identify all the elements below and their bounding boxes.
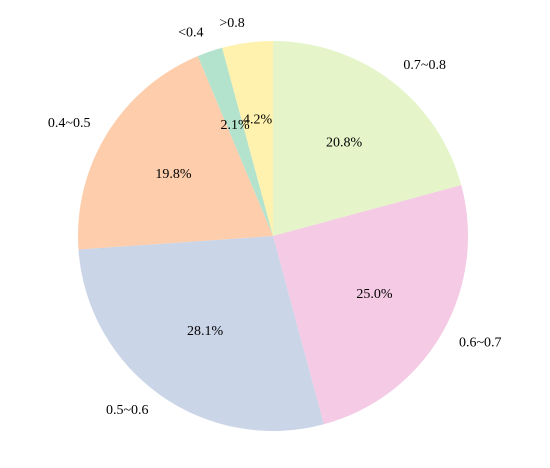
- pct-label-gt-08: 4.2%: [243, 113, 273, 128]
- pie-slices: [78, 41, 468, 431]
- category-label-06-to-07: 0.6~0.7: [459, 335, 502, 350]
- pie-slice-06-to-07: [273, 185, 468, 425]
- pie-slice-07-to-08: [273, 41, 462, 236]
- percentage-labels: 20.8% 25.0% 28.1% 19.8% 2.1%4.2%: [155, 113, 393, 339]
- pct-label-07-to-08: 20.8%: [326, 136, 363, 151]
- pie-slice-gt-08: [222, 41, 273, 236]
- pct-label-05-to-06: 28.1%: [187, 324, 224, 339]
- category-label-04-to-05: 0.4~0.5: [48, 116, 91, 131]
- category-labels: 0.7~0.8 0.6~0.7 0.5~0.6 0.4~0.5 <0.4 >0.8: [48, 16, 502, 418]
- pie-slice-05-to-06: [78, 236, 324, 431]
- category-label-07-to-08: 0.7~0.8: [403, 58, 446, 73]
- category-label-lt-04: <0.4: [178, 26, 203, 41]
- pct-label-04-to-05: 19.8%: [155, 167, 192, 182]
- pie-slice-lt-04: [197, 47, 273, 236]
- category-label-05-to-06: 0.5~0.6: [106, 403, 149, 418]
- pct-label-06-to-07: 25.0%: [356, 287, 393, 302]
- category-label-gt-08: >0.8: [219, 16, 244, 31]
- pie-slice-04-to-05: [78, 56, 273, 250]
- pct-label-lt-04: 2.1%: [221, 118, 251, 133]
